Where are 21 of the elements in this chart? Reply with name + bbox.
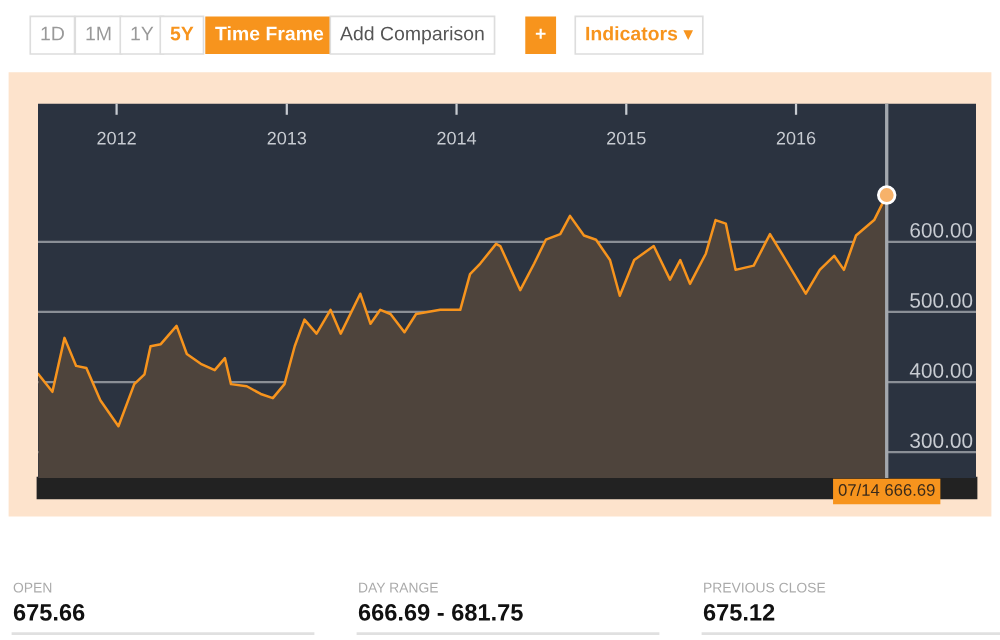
x-tick-label: 2012 [97, 131, 136, 145]
x-tick-label: 2016 [776, 131, 816, 145]
text: Add Comparison [340, 26, 484, 45]
text: 666.69 - 681.75 [358, 604, 523, 621]
x-tick-label: 2015 [607, 131, 646, 145]
text: 07/14 666.69 [838, 483, 935, 496]
text: Indicators ▾ [586, 26, 694, 41]
text: Time Frame [215, 26, 324, 41]
x-tick-label: 2013 [267, 131, 307, 145]
x-tick-label: 2014 [437, 131, 477, 145]
text: 1D [41, 26, 64, 41]
text: 5Y [170, 26, 194, 41]
text: 675.12 [703, 604, 775, 621]
y-tick-label: 400.00 [909, 363, 973, 378]
text: + [535, 28, 546, 39]
text: 1Y [131, 26, 154, 41]
text: 1M [86, 26, 111, 41]
y-tick-label: 500.00 [910, 293, 973, 308]
text: 675.66 [13, 604, 85, 621]
y-tick-label: 300.00 [910, 433, 973, 449]
y-tick-label: 600.00 [910, 222, 973, 238]
